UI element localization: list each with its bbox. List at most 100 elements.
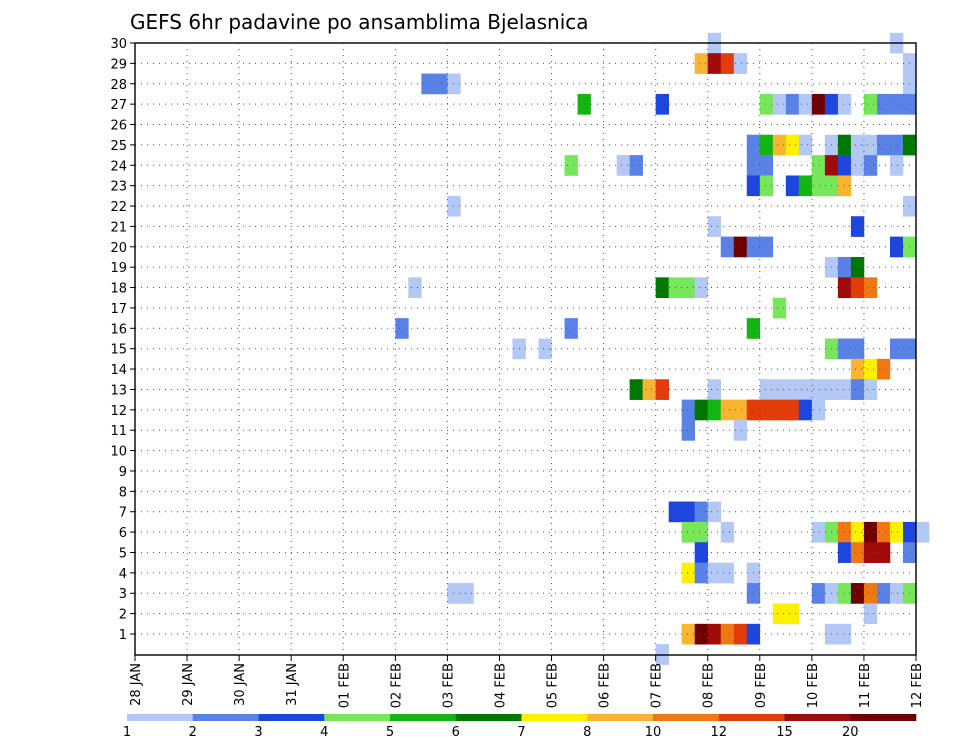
precip-cell [876,521,891,543]
precip-cell [655,277,669,299]
x-tick-label: 28 JAN [129,663,144,706]
precip-cell [837,155,852,176]
legend-label: 10 [645,725,662,740]
y-tick-label: 4 [119,567,127,582]
y-tick-label: 15 [110,343,127,358]
precip-cell [707,216,722,237]
legend-swatch [390,714,457,721]
precip-cell [785,379,800,400]
precip-cell [850,338,865,360]
y-tick-label: 28 [110,78,127,93]
precip-cell [876,93,891,115]
precip-cell [850,134,865,156]
y-tick-label: 27 [110,98,127,113]
precip-cell [798,379,813,400]
precip-cell [837,623,852,645]
precip-cell [863,93,878,115]
precip-cell [720,399,735,421]
precip-cell [395,318,409,339]
precip-cell [863,542,878,563]
y-tick-label: 26 [110,119,127,134]
precip-cell [876,583,891,604]
precip-cell [447,195,461,217]
precip-cell [772,399,787,421]
precip-cell [720,623,735,645]
precip-cell [850,277,865,299]
x-tick-label: 08 FEB [702,663,717,708]
y-tick-label: 5 [119,546,127,561]
y-tick-label: 18 [110,282,127,297]
legend-label: 6 [452,725,460,740]
legend-label: 12 [710,725,727,740]
x-tick-label: 04 FEB [493,663,508,708]
legend-label: 7 [517,725,525,740]
precip-cell [889,338,904,360]
precip-cell [694,562,709,584]
precip-cell [720,53,735,74]
precip-cell [811,399,826,421]
precip-cell [772,297,787,319]
precip-cell [837,521,852,543]
precip-cell [863,155,878,176]
y-tick-label: 29 [110,57,127,72]
y-tick-label: 13 [110,383,127,398]
precip-cell [720,236,735,258]
y-tick-label: 14 [110,363,127,378]
precip-cell [798,175,813,197]
legend-label: 1 [123,725,131,740]
precip-cell [850,358,865,380]
legend-label: 2 [189,725,197,740]
y-tick-label: 21 [110,220,127,235]
precip-cell [681,501,696,523]
precip-cell [694,623,709,645]
y-tick-label: 25 [110,139,127,154]
precip-cell [707,501,722,523]
legend-swatch [521,714,588,721]
precip-cell [811,521,826,543]
precip-cell [889,93,904,115]
precip-cell [850,379,865,400]
precip-cell [759,399,774,421]
precip-cell [837,583,852,604]
x-tick-label: 03 FEB [441,663,456,708]
y-tick-label: 20 [110,241,127,256]
precip-cell [759,93,774,115]
precip-cell [916,521,930,543]
precip-cell [616,155,630,176]
precip-cell [733,623,748,645]
x-axis: 28 JAN 29 JAN 30 JAN 31 JAN 01 FEB 02 FEB 03 F… [129,655,925,708]
precip-cell [876,542,891,563]
precip-cell [681,521,696,543]
precip-cell [876,134,891,156]
precip-cell [863,583,878,604]
precip-cell [447,583,461,604]
precip-cell [785,93,800,115]
precip-cell [889,521,904,543]
y-tick-label: 30 [110,37,127,52]
precip-cell [863,134,878,156]
y-tick-label: 22 [110,200,127,215]
precip-cell [629,155,643,176]
precip-cell [798,93,813,115]
precip-cell [811,379,826,400]
precip-cell [889,155,904,176]
y-tick-label: 16 [110,322,127,337]
legend-swatch [784,714,851,721]
legend-swatch [324,714,391,721]
precip-cell [707,399,722,421]
precip-cell [564,318,578,339]
legend-label: 20 [842,725,859,740]
precip-cell [681,399,696,421]
chart-title: GEFS 6hr padavine po ansamblima Bjelasni… [130,10,589,34]
precip-cell [811,175,826,197]
precip-cell [707,623,722,645]
precip-cell [876,358,891,380]
legend-swatch [192,714,259,721]
precip-cell [785,399,800,421]
precip-cell [629,379,643,400]
precip-cell [733,399,748,421]
precip-cell [577,93,591,115]
precip-cell [759,175,774,197]
x-tick-label: 31 JAN [285,663,300,706]
legend: 1 2 3 4 5 6 7 8 10 12 15 20 [123,714,917,740]
